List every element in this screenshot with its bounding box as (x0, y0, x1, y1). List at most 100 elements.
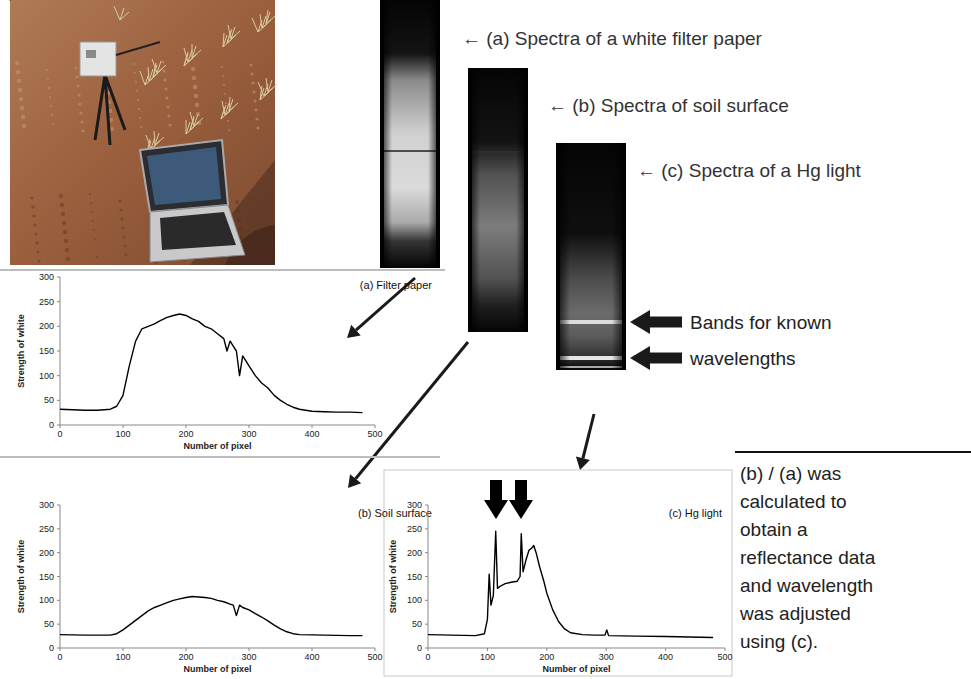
x-tick-label: 0 (57, 429, 62, 439)
soil-speck (253, 99, 256, 102)
spectrum-a (380, 0, 440, 268)
x-axis-title: Number of pixel (183, 441, 251, 451)
grass (223, 33, 232, 47)
soil-speck (137, 99, 139, 101)
x-tick-label: 300 (599, 652, 614, 662)
soil-speck (36, 250, 39, 253)
grass (221, 105, 230, 119)
grass (153, 63, 162, 77)
soil-speck (255, 117, 258, 120)
y-tick-label: 250 (39, 297, 54, 307)
y-tick-label: 150 (407, 572, 422, 582)
plot-area (60, 314, 362, 413)
soil-speck (93, 229, 95, 231)
chart-1: 0501001502002503000100200300400500Number… (16, 500, 432, 674)
grass (186, 120, 195, 134)
y-tick (57, 505, 60, 506)
cable (116, 42, 160, 55)
soil-speck (61, 212, 65, 216)
grass (190, 116, 199, 130)
x-tick (186, 425, 187, 428)
x-tick-label: 500 (717, 652, 732, 662)
soil-speck (91, 211, 93, 213)
soil-speck (65, 248, 69, 252)
x-tick-label: 100 (115, 652, 130, 662)
y-tick-label: 100 (407, 595, 422, 605)
y-axis-title: Strength of white (16, 314, 26, 388)
soil-speck (138, 108, 140, 110)
x-tick-label: 300 (241, 429, 256, 439)
soil-speck (80, 120, 83, 123)
x-tick-label: 0 (57, 652, 62, 662)
y-tick (57, 600, 60, 601)
soil-speck (77, 93, 80, 96)
x-tick-label: 400 (304, 652, 319, 662)
laptop-display (147, 147, 221, 205)
arrow-c-head (576, 457, 590, 470)
y-tick (57, 528, 60, 529)
arrow-band1 (650, 317, 682, 328)
soil-speck (60, 203, 64, 207)
note-line: reflectance data (740, 547, 876, 568)
grass (154, 131, 164, 145)
soil-speck (124, 253, 127, 256)
soil-speck (161, 60, 164, 63)
grass (260, 86, 269, 100)
peak-arrow (509, 480, 533, 519)
soil-speck (76, 84, 79, 87)
spectrum-b (468, 68, 528, 332)
x-tick (249, 425, 250, 428)
soil-speck (251, 81, 254, 84)
soil-speck (249, 63, 252, 66)
y-tick-label: 150 (39, 572, 54, 582)
soil-speck (74, 66, 77, 69)
soil-speck (254, 108, 257, 111)
x-tick-label: 100 (115, 429, 130, 439)
soil-speck (33, 223, 36, 226)
x-tick (249, 648, 250, 651)
arrow-band2 (650, 353, 682, 364)
x-axis (60, 648, 375, 649)
y-tick-label: 0 (49, 420, 54, 430)
soil-speck (30, 196, 33, 199)
soil-speck (81, 129, 84, 132)
soil-speck (225, 102, 227, 104)
spectrometer-lens (86, 50, 96, 58)
x-tick-label: 300 (241, 652, 256, 662)
soil-speck (64, 239, 68, 243)
x-tick (546, 648, 547, 651)
laptop-screen (140, 140, 228, 212)
soil-speck (59, 194, 63, 198)
y-tick (57, 277, 60, 278)
soil-speck (252, 90, 255, 93)
arrow-b (356, 342, 468, 479)
soil-speck (222, 75, 224, 77)
y-tick-label: 200 (39, 548, 54, 558)
soil-speck (235, 200, 239, 204)
soil-speck (32, 214, 35, 217)
y-axis-title: Strength of white (16, 540, 26, 614)
soil-speck (21, 115, 25, 119)
soil-speck (221, 66, 223, 68)
chart-0: 0501001502002503000100200300400500Number… (16, 272, 432, 451)
soil-speck (46, 69, 48, 71)
x-tick (665, 648, 666, 651)
x-tick-label: 400 (658, 652, 673, 662)
note-line: calculated to (740, 491, 847, 512)
spectrometer (80, 42, 116, 76)
soil-speck (162, 69, 165, 72)
y-tick (425, 576, 428, 577)
plot-area (60, 597, 362, 636)
x-tick-label: 500 (367, 429, 382, 439)
figure: 0501001502002503000100200300400500Number… (0, 0, 971, 679)
y-axis-title: Strength of white (388, 540, 398, 614)
soil-speck (96, 256, 98, 258)
x-axis (428, 648, 725, 649)
strip-bg (556, 143, 626, 370)
field-photo (9, 0, 277, 265)
separator (0, 456, 440, 458)
soil-speck (90, 202, 92, 204)
soil-speck (9, 0, 11, 1)
grass (140, 71, 154, 85)
y-tick (57, 375, 60, 376)
